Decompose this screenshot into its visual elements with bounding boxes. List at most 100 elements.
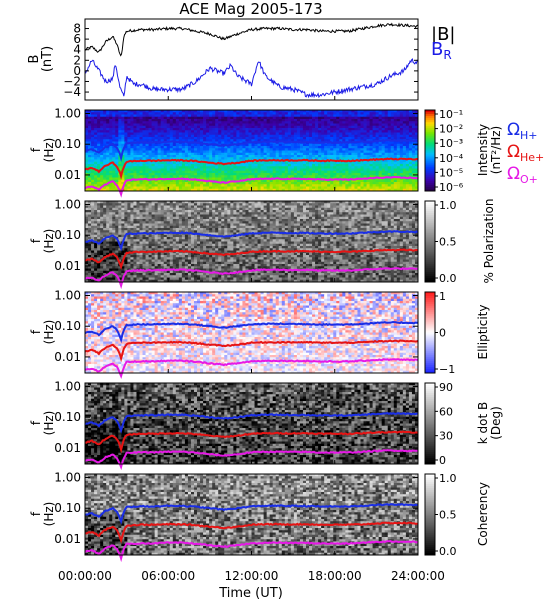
- spectrogram-cell: [91, 139, 95, 142]
- spectrogram-cell: [263, 130, 268, 133]
- spectrogram-cell: [215, 134, 219, 138]
- spectrogram-cell: [366, 130, 370, 133]
- spectrogram-cell: [345, 134, 349, 138]
- spectrogram-cell: [139, 121, 143, 124]
- spectrogram-cell: [275, 137, 280, 140]
- spectrogram-cell: [181, 134, 186, 138]
- spectrogram-cell: [251, 137, 255, 140]
- spectrogram-cell: [145, 137, 149, 140]
- spectrogram-cell: [345, 125, 349, 129]
- spectrogram-cell: [127, 130, 131, 133]
- spectrogram-cell: [148, 116, 152, 120]
- spectrogram-cell: [148, 146, 152, 149]
- spectrogram-cell: [290, 110, 295, 113]
- spectrogram-cell: [172, 134, 177, 138]
- spectrogram-cell: [272, 130, 277, 133]
- spectrogram-cell: [151, 116, 156, 120]
- spectrogram-cell: [169, 134, 174, 138]
- spectrogram-cell: [357, 110, 361, 113]
- spectrogram-cell: [351, 125, 355, 129]
- spectrogram-cell: [197, 137, 201, 140]
- spectrogram-cell: [336, 143, 340, 147]
- spectrogram-cell: [166, 143, 171, 147]
- spectrogram-cell: [375, 134, 380, 138]
- spectrogram-cell: [163, 143, 168, 147]
- spectrogram-cell: [212, 114, 216, 118]
- spectrogram-cell: [230, 110, 234, 113]
- spectrogram-cell: [118, 139, 122, 142]
- spectrogram-cell: [339, 146, 343, 149]
- spectrogram-cell: [366, 112, 370, 115]
- spectrogram-cell: [85, 125, 89, 129]
- spectrogram-cell: [242, 134, 246, 138]
- spectrogram-cell: [184, 148, 189, 151]
- spectrogram-cell: [163, 119, 168, 122]
- spectrogram-cell: [390, 125, 395, 129]
- spectrogram-cell: [136, 134, 140, 138]
- spectrogram-cell: [175, 143, 180, 147]
- spectrogram-cell: [224, 110, 228, 113]
- spectrogram-cell: [287, 143, 292, 147]
- spectrogram-cell: [248, 123, 252, 127]
- spectrogram-cell: [369, 121, 373, 124]
- spectrogram-cell: [224, 132, 228, 136]
- spectrogram-cell: [372, 123, 377, 127]
- spectrogram-cell: [366, 128, 370, 131]
- spectrogram-cell: [181, 137, 186, 140]
- spectrogram-cell: [339, 121, 343, 124]
- spectrogram-cell: [103, 110, 107, 113]
- spectrogram-cell: [251, 132, 255, 136]
- spectrogram-cell: [97, 137, 101, 140]
- spectrogram-cell: [133, 112, 137, 115]
- spectrogram-cell: [230, 121, 234, 124]
- spectrogram-cell: [242, 114, 246, 118]
- spectrogram-cell: [203, 148, 207, 151]
- spectrogram-cell: [106, 141, 110, 145]
- spectrogram-cell: [103, 143, 107, 147]
- spectrogram-cell: [145, 146, 149, 149]
- spectrogram-cell: [136, 125, 140, 129]
- spectrogram-cell: [136, 128, 140, 131]
- spectrogram-cell: [257, 146, 261, 149]
- spectrogram-cell: [218, 110, 222, 113]
- spectrogram-cell: [184, 110, 189, 113]
- spectrogram-cell: [248, 125, 252, 129]
- spectrogram-cell: [390, 123, 395, 127]
- legend-br-sub: R: [443, 48, 451, 62]
- spectrogram-cell: [233, 123, 237, 127]
- spectrogram-cell: [260, 132, 265, 136]
- spectrogram-cell: [206, 130, 210, 133]
- spectrogram-cell: [103, 119, 107, 122]
- spectrogram-cell: [169, 114, 174, 118]
- spectrogram-cell: [124, 132, 128, 136]
- spectrogram-cell: [203, 130, 207, 133]
- spectrogram-cell: [396, 128, 401, 131]
- spectrogram-cell: [203, 123, 207, 127]
- spectrogram-cell: [342, 132, 346, 136]
- spectrogram-cell: [318, 121, 322, 124]
- spectrogram-cell: [360, 112, 364, 115]
- spectrogram-cell: [375, 119, 380, 122]
- spectrogram-cell: [393, 130, 398, 133]
- spectrogram-cell: [160, 143, 165, 147]
- spectrogram-cell: [139, 137, 143, 140]
- spectrogram-cell: [390, 137, 395, 140]
- spectrogram-cell: [236, 132, 240, 136]
- spectrogram-cell: [127, 134, 131, 138]
- spectrogram-cell: [224, 130, 228, 133]
- spectrogram-cell: [345, 112, 349, 115]
- spectrogram-cell: [218, 128, 222, 131]
- spectrogram-cell: [396, 123, 401, 127]
- spectrogram-cell: [405, 123, 410, 127]
- spectrogram-cell: [390, 130, 395, 133]
- spectrogram-cell: [212, 128, 216, 131]
- spectrogram-cell: [193, 137, 198, 140]
- spectrogram-cell: [281, 132, 286, 136]
- spectrogram-cell: [224, 137, 228, 140]
- spectrogram-cell: [275, 128, 280, 131]
- spectrogram-cell: [242, 139, 246, 142]
- intensity-cbar-label-2: (nT²/Hz): [489, 126, 503, 174]
- spectrogram-cell: [363, 116, 367, 120]
- spectrogram-cell: [218, 121, 222, 124]
- spectrogram-cell: [181, 132, 186, 136]
